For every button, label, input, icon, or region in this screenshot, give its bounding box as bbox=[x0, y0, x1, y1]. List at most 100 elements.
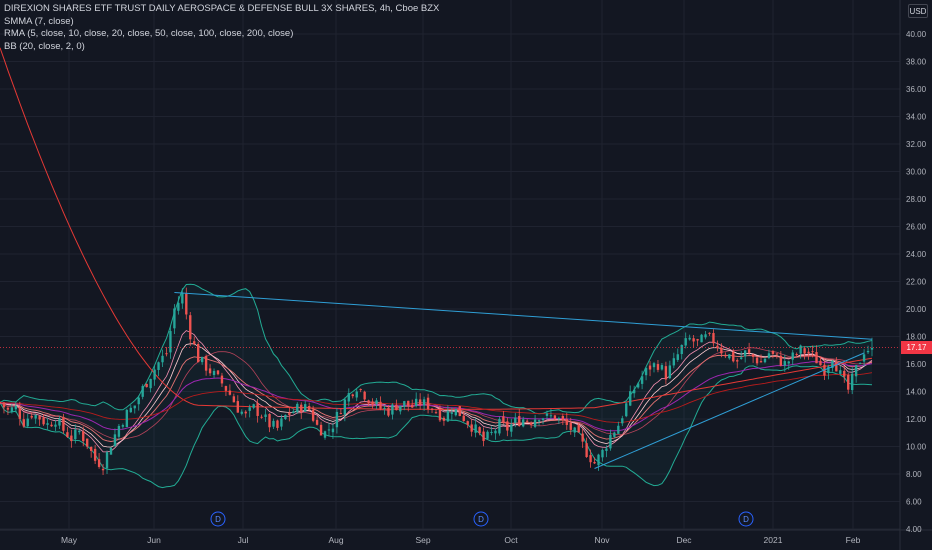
price-tick-label: 22.00 bbox=[906, 278, 927, 287]
candle-body bbox=[569, 422, 572, 430]
legend-indicator-smma[interactable]: SMMA (7, close) bbox=[4, 15, 74, 27]
symbol-title[interactable]: DIREXION SHARES ETF TRUST DAILY AEROSPAC… bbox=[4, 3, 440, 14]
candle-body bbox=[815, 352, 818, 364]
candle-body bbox=[577, 424, 580, 433]
candle-body bbox=[193, 341, 196, 345]
candle-body bbox=[276, 420, 279, 428]
candle-body bbox=[458, 406, 461, 417]
candle-body bbox=[545, 413, 549, 416]
candle-body bbox=[395, 404, 398, 411]
legend-indicator-bb[interactable]: BB (20, close, 2, 0) bbox=[4, 40, 85, 52]
candle-body bbox=[791, 352, 794, 360]
candle-body bbox=[755, 357, 759, 364]
candle-body bbox=[450, 412, 454, 414]
candle-body bbox=[787, 361, 790, 364]
candle-body bbox=[414, 398, 418, 406]
candle-body bbox=[482, 431, 485, 441]
candle-body bbox=[799, 345, 802, 354]
candle-body bbox=[387, 407, 390, 416]
candle-body bbox=[284, 414, 287, 420]
price-tick-label: 30.00 bbox=[906, 168, 927, 177]
candle-body bbox=[232, 396, 236, 403]
candle-body bbox=[351, 394, 354, 397]
candle-body bbox=[14, 405, 18, 410]
candle-body bbox=[629, 391, 632, 406]
candle-body bbox=[751, 354, 755, 357]
candle-body bbox=[474, 424, 477, 433]
price-tick-label: 20.00 bbox=[906, 305, 927, 314]
trendlines[interactable] bbox=[174, 292, 873, 469]
bollinger-bands bbox=[0, 283, 873, 489]
candle-body bbox=[557, 417, 561, 419]
candle-body bbox=[720, 347, 723, 354]
price-tick-label: 8.00 bbox=[906, 470, 922, 479]
candle-body bbox=[573, 427, 576, 433]
chart-legend: DIREXION SHARES ETF TRUST DAILY AEROSPAC… bbox=[4, 3, 439, 53]
candle-body bbox=[747, 349, 751, 353]
candle-body bbox=[839, 370, 842, 374]
candle-body bbox=[803, 348, 806, 354]
candle-body bbox=[355, 391, 358, 398]
candle-body bbox=[339, 412, 343, 414]
candle-body bbox=[795, 354, 798, 356]
candles bbox=[0, 287, 874, 476]
candle-body bbox=[529, 423, 533, 425]
candle-body bbox=[367, 400, 370, 404]
time-axis[interactable]: May Jun Jul Aug Sep Oct Nov Dec 2021 Feb bbox=[61, 535, 861, 545]
candle-body bbox=[117, 425, 121, 437]
candle-body bbox=[462, 415, 465, 422]
price-tick-label: 26.00 bbox=[906, 223, 927, 232]
candle-body bbox=[605, 448, 608, 451]
candle-body bbox=[347, 393, 350, 402]
candle-body bbox=[78, 430, 81, 433]
candle-body bbox=[553, 415, 557, 420]
candle-body bbox=[2, 402, 6, 408]
candle-body bbox=[498, 418, 501, 434]
candle-body bbox=[252, 404, 255, 408]
candle-body bbox=[561, 415, 565, 421]
candle-body bbox=[660, 365, 664, 370]
candle-body bbox=[581, 433, 584, 442]
candle-body bbox=[145, 383, 148, 388]
price-axis[interactable]: 40.00 38.00 36.00 34.00 32.00 30.00 28.00 26.00… bbox=[906, 30, 927, 534]
time-tick-label: Nov bbox=[594, 535, 610, 545]
candle-body bbox=[292, 411, 295, 414]
candle-body bbox=[62, 417, 65, 431]
bb-fill bbox=[0, 284, 872, 488]
candle-body bbox=[22, 419, 25, 427]
rma-10-line bbox=[0, 354, 873, 442]
dividend-marker-label: D bbox=[743, 515, 749, 524]
candle-body bbox=[307, 405, 311, 410]
candle-body bbox=[133, 405, 136, 409]
price-tick-label: 24.00 bbox=[906, 250, 927, 259]
currency-button[interactable]: USD bbox=[908, 4, 928, 18]
candle-body bbox=[712, 333, 715, 344]
candle-body bbox=[514, 417, 517, 424]
price-tick-label: 28.00 bbox=[906, 195, 927, 204]
candle-body bbox=[228, 390, 232, 395]
candle-body bbox=[656, 364, 660, 370]
candle-body bbox=[672, 358, 676, 366]
candle-body bbox=[585, 443, 588, 457]
candle-body bbox=[648, 365, 652, 370]
candle-body bbox=[652, 363, 656, 368]
candle-body bbox=[533, 419, 537, 427]
candle-body bbox=[311, 409, 315, 421]
candle-body bbox=[220, 375, 224, 384]
time-tick-label: Oct bbox=[504, 535, 518, 545]
candle-body bbox=[86, 438, 89, 447]
candle-body bbox=[236, 401, 240, 413]
candle-body bbox=[113, 434, 117, 447]
candle-body bbox=[716, 345, 719, 349]
candle-body bbox=[740, 357, 743, 359]
candle-body bbox=[315, 419, 319, 425]
candle-body bbox=[743, 350, 747, 357]
candle-body bbox=[478, 427, 481, 433]
candle-body bbox=[640, 376, 644, 384]
candle-body bbox=[173, 308, 176, 329]
legend-indicator-rma[interactable]: RMA (5, close, 10, close, 20, close, 50,… bbox=[4, 28, 294, 39]
price-tick-label: 34.00 bbox=[906, 113, 927, 122]
candle-body bbox=[704, 334, 707, 338]
